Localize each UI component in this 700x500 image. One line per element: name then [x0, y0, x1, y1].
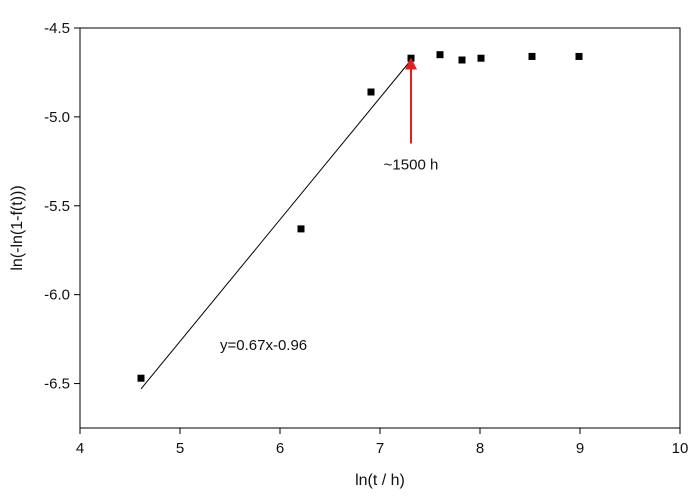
- data-point: [137, 374, 145, 382]
- x-tick-label: 7: [376, 440, 384, 457]
- data-point: [297, 225, 305, 233]
- x-axis-ticks: 4 5 6 7 8 9 10: [76, 428, 689, 457]
- x-tick-label: 6: [276, 440, 284, 457]
- data-point: [436, 51, 444, 59]
- plot-frame: [79, 27, 681, 429]
- y-tick-label: -5.5: [44, 198, 70, 215]
- fit-line-layer: y=0.67x-0.96: [140, 59, 412, 390]
- fit-line: [140, 59, 412, 390]
- annotation-label: ~1500 h: [384, 157, 439, 174]
- y-tick-label: -6.0: [44, 287, 70, 304]
- fit-equation-label: y=0.67x-0.96: [220, 337, 307, 354]
- annotation-layer: ~1500 h: [384, 57, 439, 174]
- y-tick-label: -6.5: [44, 376, 70, 393]
- y-tick-label: -4.5: [44, 20, 70, 37]
- data-point: [575, 52, 583, 60]
- x-tick-label: 4: [76, 440, 84, 457]
- x-axis-label: ln(t / h): [355, 472, 405, 489]
- y-axis-ticks: -6.5 -6.0 -5.5 -5.0 -4.5: [44, 20, 80, 393]
- y-axis-label: ln(-ln(1-f(t))): [9, 185, 26, 270]
- data-point: [528, 52, 536, 60]
- x-tick-label: 8: [476, 440, 484, 457]
- x-tick-label: 10: [672, 440, 689, 457]
- y-tick-label: -5.0: [44, 109, 70, 126]
- data-point: [477, 54, 485, 62]
- data-points-layer: [137, 51, 583, 382]
- data-point: [458, 56, 466, 64]
- data-point: [367, 88, 375, 96]
- x-tick-label: 9: [576, 440, 584, 457]
- data-point: [407, 54, 415, 62]
- x-tick-label: 5: [176, 440, 184, 457]
